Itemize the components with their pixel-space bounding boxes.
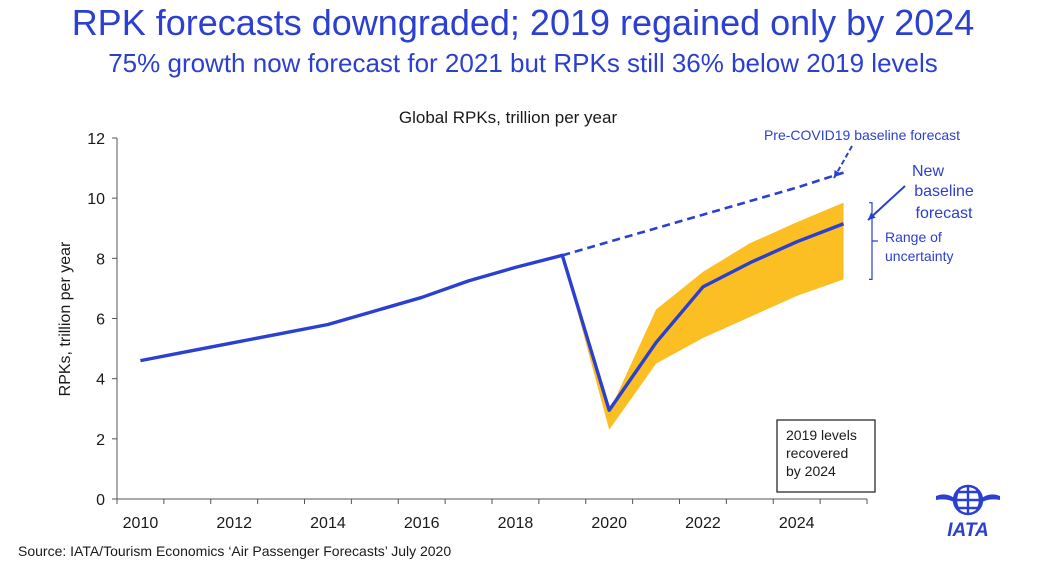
recovered-box (776, 419, 876, 493)
new-baseline-label-line-3: forecast (916, 205, 973, 222)
logo-text: IATA (947, 520, 989, 541)
precovid-pointer (833, 145, 853, 179)
y-tick-label: 6 (96, 312, 105, 329)
recovered-label-line-1: 2019 levels (786, 427, 857, 443)
precovid-pointer-head (834, 170, 841, 178)
x-tick-label: 2010 (123, 515, 159, 532)
x-tick-label: 2016 (404, 515, 440, 532)
x-tick-label: 2022 (685, 515, 721, 532)
y-tick-label: 8 (96, 251, 105, 268)
x-tick-label: 2018 (498, 515, 534, 532)
y-tick-label: 0 (96, 492, 105, 509)
source-note: Source: IATA/Tourism Economics ‘Air Pass… (18, 543, 452, 559)
page-subtitle: 75% growth now forecast for 2021 but RPK… (108, 48, 938, 78)
y-axis-label: RPKs, trillion per year (57, 241, 74, 396)
x-tick-label: 2020 (591, 515, 627, 532)
uncertainty-band (562, 202, 844, 430)
y-tick-label: 4 (96, 372, 105, 389)
iata-logo: IATA (936, 484, 1000, 541)
y-tick-label: 12 (87, 131, 105, 148)
y-tick-label: 10 (87, 191, 105, 208)
new-baseline-label-line-2: baseline (914, 183, 974, 200)
x-tick-label: 2024 (779, 515, 815, 532)
range-label-line-2: uncertainty (885, 248, 953, 264)
new-baseline-pointer (867, 185, 906, 221)
precovid-forecast-label: Pre-COVID19 baseline forecast (764, 127, 960, 143)
recovered-label-line-3: by 2024 (786, 463, 836, 479)
new-baseline-label-line-1: New (912, 163, 944, 180)
range-label-line-1: Range of (885, 229, 942, 245)
x-tick-label: 2012 (216, 515, 252, 532)
chart-title: Global RPKs, trillion per year (399, 108, 618, 127)
page-title: RPK forecasts downgraded; 2019 regained … (71, 2, 975, 43)
range-bracket (869, 202, 878, 280)
recovered-label-line-2: recovered (786, 445, 848, 461)
rpk-chart: Global RPKs, trillion per year RPKs, tri… (57, 108, 974, 532)
precovid-series-line (561, 171, 844, 257)
y-tick-label: 2 (96, 432, 105, 449)
baseline-series-line (140, 222, 845, 412)
x-tick-label: 2014 (310, 515, 346, 532)
